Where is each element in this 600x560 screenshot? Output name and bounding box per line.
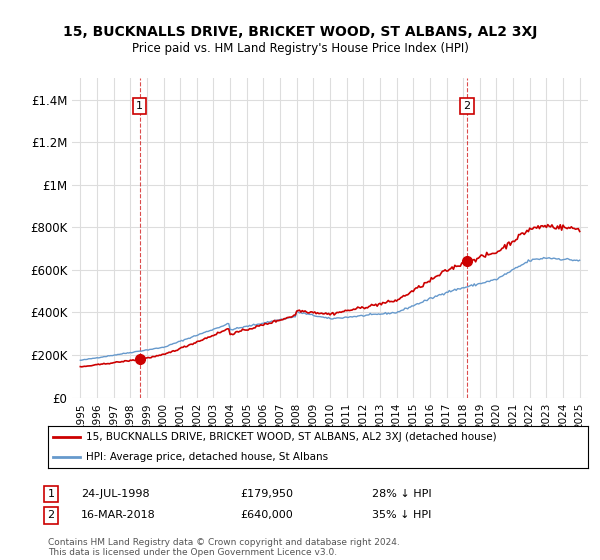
Text: 16-MAR-2018: 16-MAR-2018 — [81, 510, 156, 520]
Text: HPI: Average price, detached house, St Albans: HPI: Average price, detached house, St A… — [86, 452, 328, 462]
Text: 2: 2 — [47, 510, 55, 520]
Text: £179,950: £179,950 — [240, 489, 293, 499]
Text: 1: 1 — [136, 101, 143, 111]
Text: 15, BUCKNALLS DRIVE, BRICKET WOOD, ST ALBANS, AL2 3XJ (detached house): 15, BUCKNALLS DRIVE, BRICKET WOOD, ST AL… — [86, 432, 496, 442]
Text: Contains HM Land Registry data © Crown copyright and database right 2024.
This d: Contains HM Land Registry data © Crown c… — [48, 538, 400, 557]
Text: 2: 2 — [463, 101, 470, 111]
Text: Price paid vs. HM Land Registry's House Price Index (HPI): Price paid vs. HM Land Registry's House … — [131, 42, 469, 55]
Text: 28% ↓ HPI: 28% ↓ HPI — [372, 489, 431, 499]
Text: £640,000: £640,000 — [240, 510, 293, 520]
Text: 15, BUCKNALLS DRIVE, BRICKET WOOD, ST ALBANS, AL2 3XJ: 15, BUCKNALLS DRIVE, BRICKET WOOD, ST AL… — [63, 25, 537, 39]
Text: 35% ↓ HPI: 35% ↓ HPI — [372, 510, 431, 520]
Text: 24-JUL-1998: 24-JUL-1998 — [81, 489, 149, 499]
Text: 1: 1 — [47, 489, 55, 499]
